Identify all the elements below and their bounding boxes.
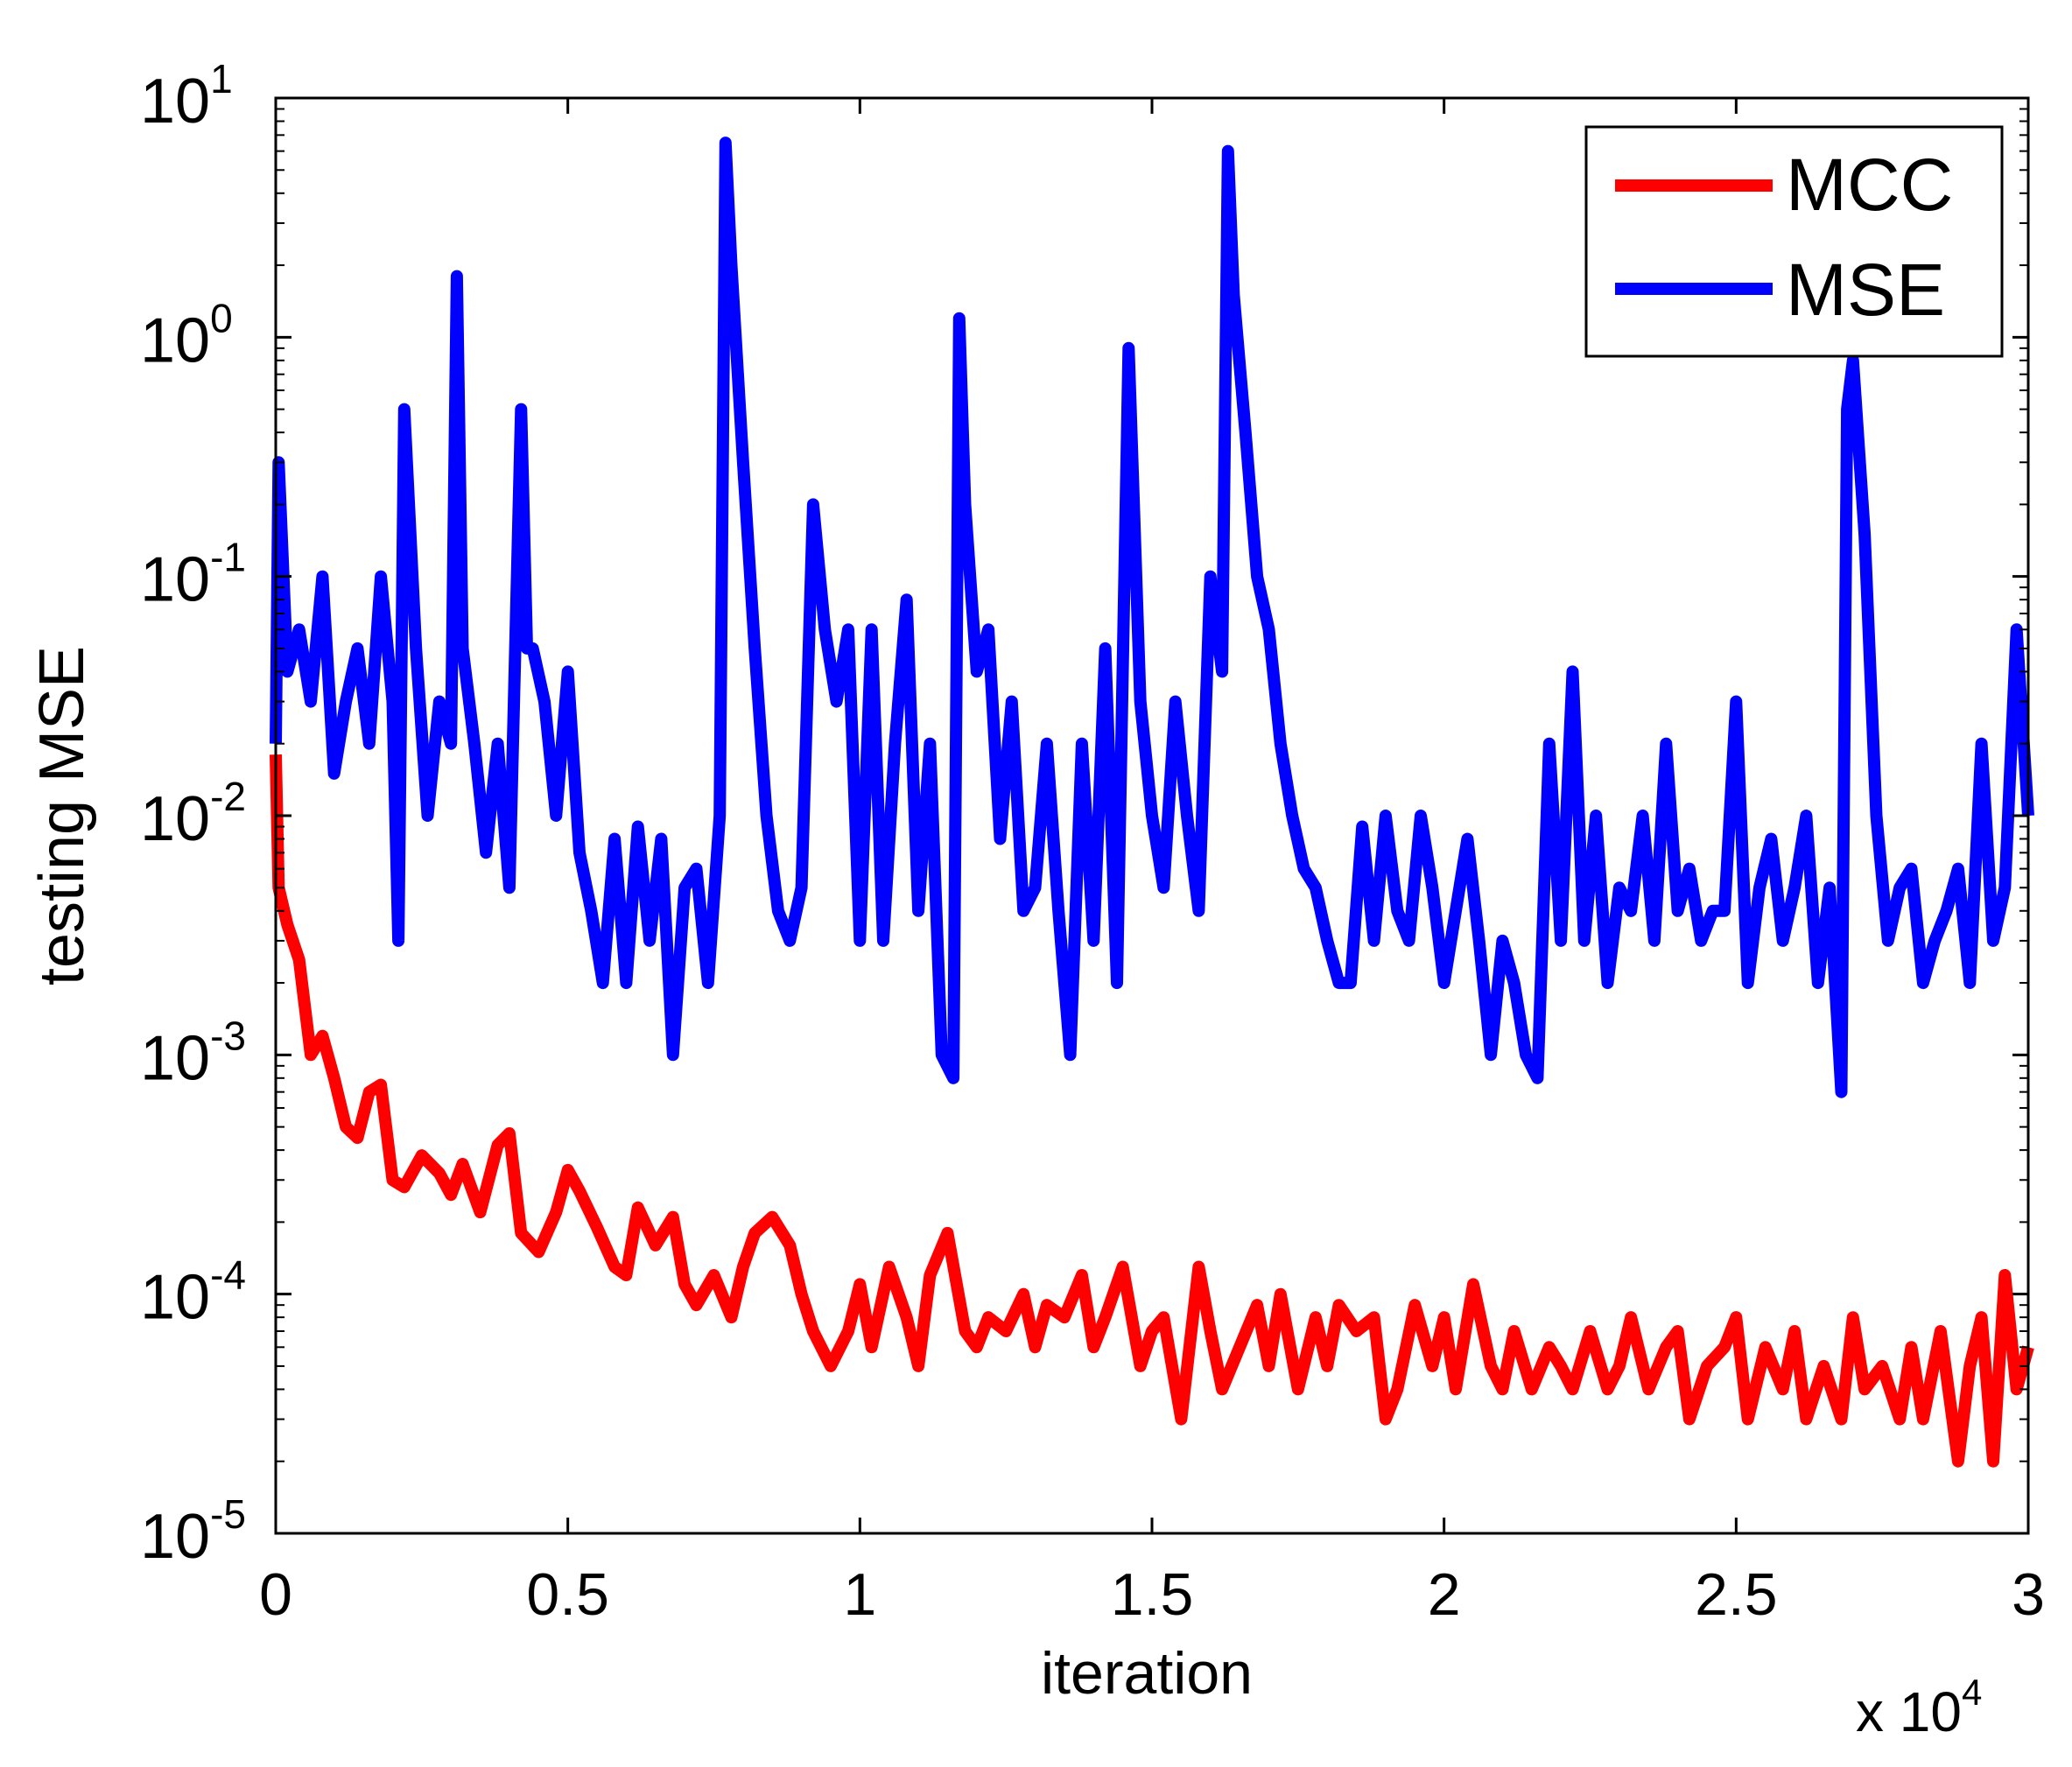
y-tick-label: 10-3 xyxy=(140,1013,246,1093)
legend-box xyxy=(1584,125,2004,358)
series-line-mse xyxy=(270,137,2034,1098)
x-tick-label: 0 xyxy=(259,1561,292,1628)
y-tick-label: 100 xyxy=(140,295,233,375)
tick-layer: 0 0.5 1 1.5 2 2.5 3 101 100 10-1 10-2 10-3 10-4 10-5 xyxy=(140,56,2045,1628)
legend-label-mse: MSE xyxy=(1786,249,1945,331)
x-tick-label: 1 xyxy=(843,1561,876,1628)
series-line-mcc xyxy=(270,754,2034,1468)
legend-label-mcc: MCC xyxy=(1786,144,1953,226)
x-axis-multiplier-exponent: 4 xyxy=(1962,1672,1982,1713)
legend: MCC MSE xyxy=(1584,125,2004,358)
y-tick-label: 10-4 xyxy=(140,1252,246,1333)
x-tick-label: 1.5 xyxy=(1111,1561,1194,1628)
x-tick-label: 2 xyxy=(1428,1561,1461,1628)
x-tick-label: 3 xyxy=(2012,1561,2045,1628)
x-tick-label: 2.5 xyxy=(1695,1561,1778,1628)
x-axis-label: iteration xyxy=(1041,1640,1253,1707)
y-tick-label: 10-1 xyxy=(140,535,246,615)
y-axis-label: testing MSE xyxy=(27,646,97,985)
x-axis-multiplier-base: x 10 xyxy=(1856,1680,1962,1743)
series-layer xyxy=(270,137,2034,1468)
x-tick-label: 0.5 xyxy=(526,1561,609,1628)
x-axis-multiplier: x 104 xyxy=(1856,1672,1982,1743)
y-tick-label: 10-5 xyxy=(140,1491,246,1572)
y-tick-label: 101 xyxy=(140,56,233,137)
y-tick-label: 10-2 xyxy=(140,774,246,854)
